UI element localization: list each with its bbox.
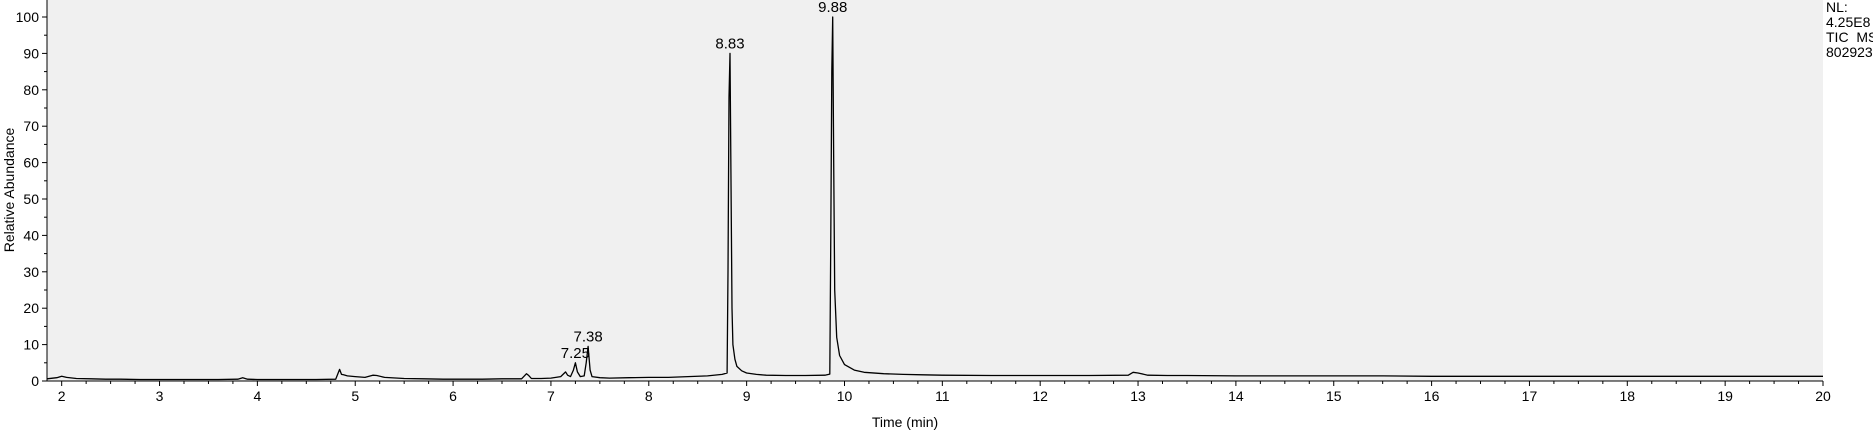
x-tick-label: 13: [1130, 388, 1146, 404]
y-tick-label: 30: [23, 264, 39, 280]
y-axis-ticks: 0 10 20 30 40 50 60 70 80 90 100: [16, 9, 47, 389]
info-line: 4.25E8: [1826, 14, 1871, 30]
y-tick-label: 40: [23, 227, 39, 243]
x-tick-label: 17: [1522, 388, 1538, 404]
info-line: 802923: [1826, 44, 1873, 60]
y-tick-label: 0: [31, 373, 39, 389]
x-tick-label: 12: [1032, 388, 1048, 404]
x-tick-label: 3: [156, 388, 164, 404]
chromatogram-trace: [46, 16, 1823, 381]
peak-label: 7.38: [574, 328, 603, 345]
x-axis-title: Time (min): [872, 414, 938, 430]
x-tick-label: 16: [1424, 388, 1440, 404]
x-tick-label: 15: [1326, 388, 1342, 404]
y-tick-label: 20: [23, 300, 39, 316]
x-axis-ticks: 2 3 4 5 6 7 8 9 10 11 12 13 14 15 16 17 18 19 20: [58, 381, 1831, 404]
x-tick-label: 8: [645, 388, 653, 404]
x-tick-label: 5: [351, 388, 359, 404]
x-tick-label: 7: [547, 388, 555, 404]
peak-labels: 7.257.38 8.83 9.88: [561, 0, 848, 362]
y-tick-label: 70: [23, 118, 39, 134]
x-tick-label: 18: [1620, 388, 1636, 404]
info-line: NL:: [1826, 0, 1848, 15]
y-tick-label: 10: [23, 337, 39, 353]
x-tick-label: 6: [449, 388, 457, 404]
y-tick-label: 80: [23, 82, 39, 98]
x-tick-label: 9: [743, 388, 751, 404]
y-tick-label: 100: [16, 9, 40, 25]
x-tick-label: 10: [837, 388, 853, 404]
x-tick-label: 19: [1717, 388, 1733, 404]
info-line: TIC MS: [1826, 29, 1873, 45]
x-tick-label: 2: [58, 388, 66, 404]
plot-area-background: [47, 0, 1823, 381]
peak-label: 7.25: [561, 345, 590, 362]
y-tick-label: 60: [23, 155, 39, 171]
x-tick-label: 20: [1815, 388, 1831, 404]
y-axis-title: Relative Abundance: [1, 128, 17, 253]
x-tick-label: 11: [935, 388, 950, 404]
y-tick-label: 50: [23, 191, 39, 207]
y-tick-label: 90: [23, 45, 39, 61]
peak-label: 9.88: [818, 0, 847, 16]
peak-label: 8.83: [715, 35, 744, 52]
x-tick-label: 14: [1228, 388, 1244, 404]
x-tick-label: 4: [253, 388, 261, 404]
